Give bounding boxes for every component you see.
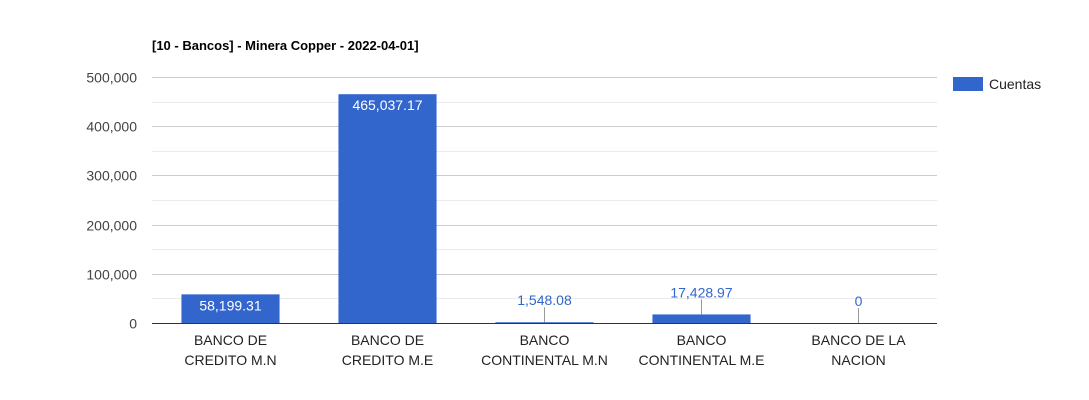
x-category-label: BANCO (677, 332, 727, 348)
y-tick-label: 100,000 (86, 267, 137, 283)
x-category-label: BANCO DE (194, 332, 267, 348)
bar[interactable] (652, 314, 751, 323)
data-label: 58,199.31 (199, 297, 261, 313)
y-tick-label: 500,000 (86, 70, 137, 86)
bar[interactable] (495, 322, 594, 323)
y-tick-label: 200,000 (86, 218, 137, 234)
y-tick-label: 400,000 (86, 119, 137, 135)
x-category-label: CONTINENTAL M.N (481, 352, 608, 368)
y-tick-label: 0 (129, 316, 137, 332)
x-category-label: BANCO DE LA (811, 332, 906, 348)
grid-lines (152, 77, 937, 324)
bar[interactable] (338, 94, 437, 323)
data-labels: 58,199.31 465,037.17 1,548.08 17,428.97 0 (199, 97, 863, 323)
x-category-label: BANCO DE (351, 332, 424, 348)
data-label: 0 (855, 293, 863, 309)
x-category-label: CREDITO M.N (184, 352, 276, 368)
legend-swatch[interactable] (953, 77, 983, 91)
chart-title: [10 - Bancos] - Minera Copper - 2022-04-… (152, 38, 419, 53)
x-axis-categories: BANCO DE CREDITO M.N BANCO DE CREDITO M.E BA… (184, 332, 906, 368)
data-label: 465,037.17 (352, 97, 422, 113)
x-category-label: BANCO (520, 332, 570, 348)
x-category-label: CONTINENTAL M.E (638, 352, 764, 368)
y-tick-label: 300,000 (86, 168, 137, 184)
x-category-label: NACION (831, 352, 885, 368)
data-label: 17,428.97 (670, 284, 732, 300)
legend-label[interactable]: Cuentas (989, 76, 1041, 92)
x-category-label: CREDITO M.E (342, 352, 434, 368)
y-axis-ticks: 0 100,000 200,000 300,000 400,000 500,000 (86, 70, 137, 332)
legend[interactable]: Cuentas (953, 76, 1041, 92)
bar[interactable] (181, 294, 280, 323)
bars (181, 94, 751, 323)
data-label: 1,548.08 (517, 292, 572, 308)
